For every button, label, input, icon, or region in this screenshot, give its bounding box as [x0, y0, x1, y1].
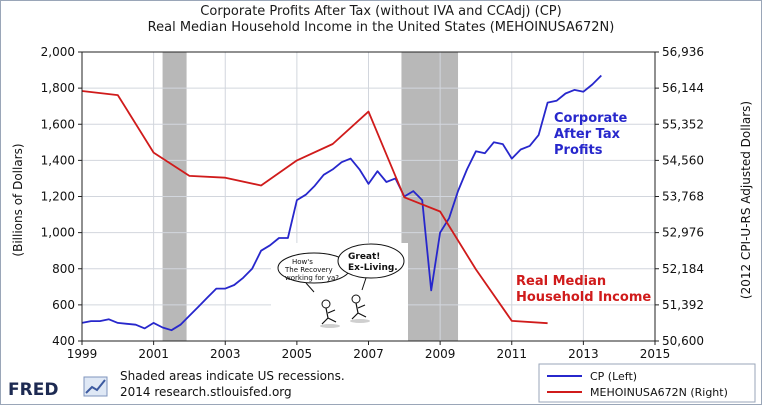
cartoon-figure-left-shadow — [320, 324, 340, 328]
annotation-blue-line1: Corporate — [554, 111, 628, 126]
bubble-right: Great! Ex-Living. — [337, 243, 405, 291]
cartoon-figure-right-body — [351, 302, 367, 320]
tick-label-x-1: 2001 — [138, 347, 169, 361]
cartoon-figure-right — [350, 294, 370, 323]
legend-box — [538, 363, 756, 403]
tick-label-x-8: 2015 — [640, 347, 671, 361]
axes: 400 600 800 1,000 1,200 1,400 1,600 1,800 2,000 5… — [41, 45, 704, 361]
annotation-blue-line3: Profits — [554, 143, 603, 158]
tick-label-x-4: 2007 — [353, 347, 384, 361]
fred-logo: FRED — [8, 376, 108, 400]
chart-title: Corporate Profits After Tax (without IVA… — [200, 4, 561, 19]
tick-label-x-5: 2009 — [425, 347, 456, 361]
tick-label-right-7: 56,144 — [662, 81, 704, 95]
tick-label-right-6: 55,352 — [662, 117, 704, 131]
tick-label-right-0: 50,600 — [662, 334, 704, 348]
legend: CP (Left) MEHOINUSA672N (Right) — [538, 363, 756, 403]
series-line-1 — [81, 90, 548, 325]
bubble-right-line2: Ex-Living. — [348, 263, 398, 273]
tick-label-right-8: 56,936 — [662, 45, 704, 59]
annotation-red-line2: Household Income — [516, 290, 651, 305]
bubble-left-line2: The Recovery — [284, 266, 333, 274]
bubble-right-line1: Great! — [348, 252, 380, 262]
tick-label-left-1: 600 — [52, 298, 75, 312]
chart-subtitle: Real Median Household Income in the Unit… — [148, 20, 615, 35]
tick-label-left-0: 400 — [52, 334, 75, 348]
annotation-blue-line2: After Tax — [554, 127, 621, 142]
cartoon-figure-right-shadow — [350, 319, 370, 323]
tick-label-x-2: 2003 — [210, 347, 241, 361]
tick-label-right-4: 53,768 — [662, 190, 704, 204]
tick-label-x-7: 2013 — [568, 347, 599, 361]
legend-label-income: MEHOINUSA672N (Right) — [590, 386, 728, 399]
footer-note-line2: 2014 research.stlouisfed.org — [120, 385, 292, 399]
tick-label-left-6: 1,600 — [41, 117, 75, 131]
y-axis-label-left: (Billions of Dollars) — [11, 143, 25, 256]
series-line-0 — [81, 74, 602, 332]
series-lines — [81, 74, 602, 332]
tick-label-left-4: 1,200 — [41, 190, 75, 204]
tick-label-right-3: 52,976 — [662, 226, 704, 240]
tick-label-left-5: 1,400 — [41, 153, 75, 167]
tick-label-x-6: 2011 — [496, 347, 527, 361]
bubble-left-line1: How's — [292, 258, 313, 266]
tick-label-x-3: 2005 — [282, 347, 313, 361]
tick-label-right-1: 51,392 — [662, 298, 704, 312]
fred-logo-text: FRED — [8, 380, 58, 400]
tick-label-right-2: 52,184 — [662, 262, 704, 276]
y-axis-label-right: (2012 CPI-U-RS Adjusted Dollars) — [739, 101, 753, 299]
footer-note-line1: Shaded areas indicate US recessions. — [120, 369, 345, 383]
tick-label-left-2: 800 — [52, 262, 75, 276]
cartoon-figure-left — [320, 299, 340, 328]
tick-label-left-7: 1,800 — [41, 81, 75, 95]
legend-label-cp: CP (Left) — [590, 370, 637, 383]
bubble-left-line3: working for ya? — [285, 274, 339, 282]
tick-label-left-8: 2,000 — [41, 45, 75, 59]
cartoon-figure-left-body — [321, 307, 337, 325]
tick-label-x-0: 1999 — [67, 347, 98, 361]
tick-label-left-3: 1,000 — [41, 226, 75, 240]
bubble-left: How's The Recovery working for ya? — [277, 252, 351, 293]
annotation-red-line1: Real Median — [516, 274, 606, 289]
tick-label-right-5: 54,560 — [662, 153, 704, 167]
